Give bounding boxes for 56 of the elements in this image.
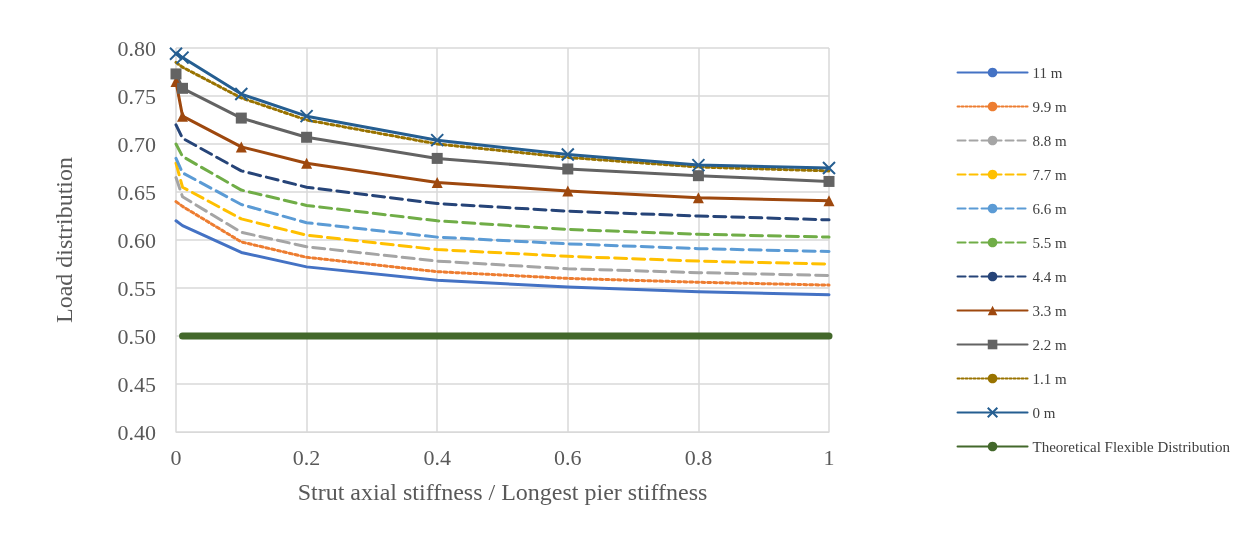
point: [235, 141, 247, 153]
legend-label: 11 m: [1032, 64, 1063, 81]
x-tick-label: 0.4: [423, 444, 451, 470]
y-tick-label: 0.45: [117, 371, 156, 397]
y-tick-label: 0.75: [117, 83, 156, 109]
x-axis-title: Strut axial stiffness / Longest pier stiffness: [297, 479, 708, 505]
y-tick-label: 0.40: [117, 419, 156, 445]
x-tick-label: 1: [823, 444, 835, 470]
line-series: [174, 156, 831, 254]
line-series: [174, 142, 831, 239]
x-tick-label: 0.2: [292, 444, 321, 470]
y-tick-label: 0.55: [117, 275, 156, 301]
x-tick-label: 0.6: [554, 444, 582, 470]
line-series: [174, 200, 831, 287]
point: [170, 68, 182, 80]
legend-label: 2.2 m: [1032, 336, 1068, 353]
point: [823, 175, 835, 187]
y-axis-title: Load distribution: [51, 157, 77, 323]
point: [169, 46, 183, 61]
legend-label: Theoretical Flexible Distribution: [1032, 438, 1231, 455]
point: [299, 109, 314, 124]
point: [823, 195, 835, 207]
point: [234, 87, 249, 102]
legend-label: 8.8 m: [1032, 132, 1068, 149]
legend-label: 7.7 m: [1032, 166, 1068, 183]
x-tick-label: 0: [170, 444, 182, 470]
point: [430, 133, 445, 148]
legend-label: 3.3 m: [1032, 302, 1068, 319]
point: [562, 163, 574, 175]
point: [560, 147, 575, 162]
x-tick-label: 0.8: [684, 444, 713, 470]
legend-label: 4.4 m: [1032, 268, 1068, 285]
y-tick-label: 0.80: [117, 35, 156, 61]
legend-label: 0 m: [1032, 404, 1056, 421]
point: [692, 170, 704, 182]
line-series: [174, 176, 831, 278]
line-series: [174, 219, 831, 297]
point: [177, 82, 189, 94]
y-tick-label: 0.60: [117, 227, 156, 253]
point: [822, 161, 836, 175]
point: [431, 176, 443, 188]
point: [301, 157, 313, 169]
point: [235, 112, 247, 124]
line-series: [174, 123, 831, 222]
point: [562, 185, 574, 197]
legend-label: 9.9 m: [1032, 98, 1068, 115]
point: [692, 192, 704, 204]
y-tick-label: 0.50: [117, 323, 156, 349]
point: [431, 152, 443, 164]
point: [301, 131, 313, 143]
legend-label: 6.6 m: [1032, 200, 1068, 217]
y-tick-label: 0.65: [117, 179, 156, 205]
point: [691, 158, 706, 173]
y-tick-label: 0.70: [117, 131, 156, 157]
legend-label: 5.5 m: [1032, 234, 1068, 251]
legend-label: 1.1 m: [1032, 370, 1068, 387]
